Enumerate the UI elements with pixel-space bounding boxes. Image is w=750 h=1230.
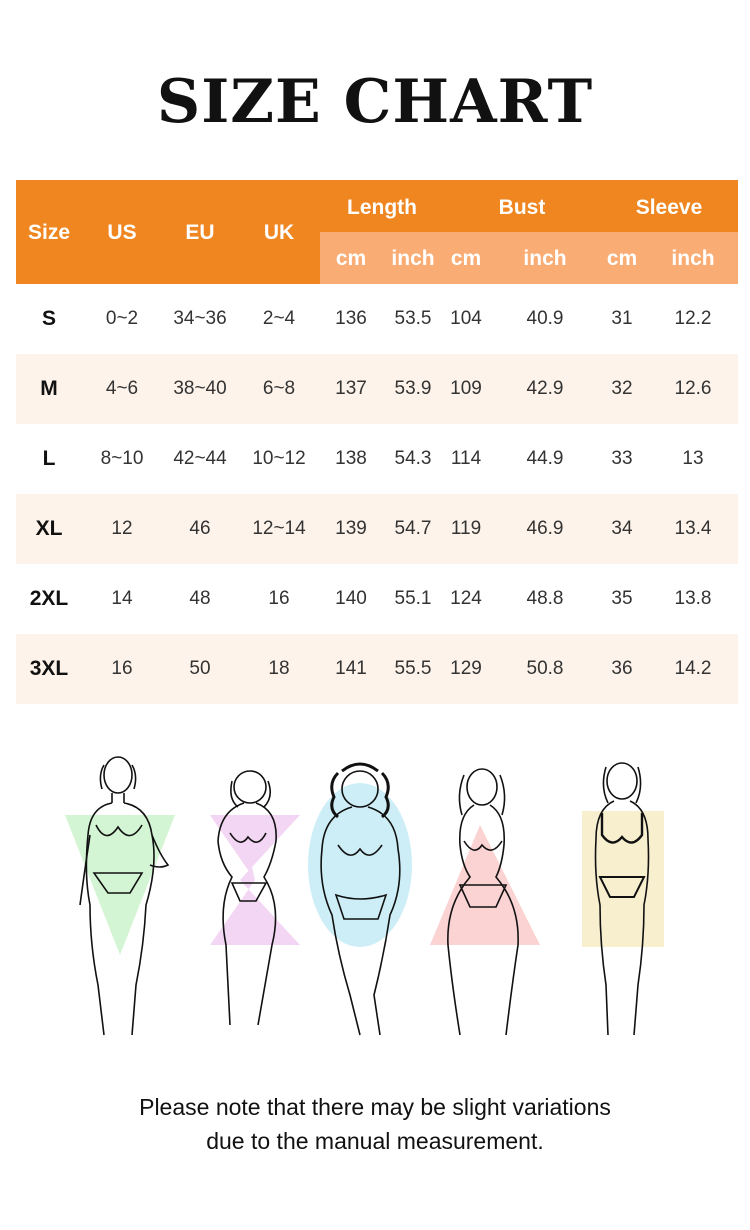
- cell-length-cm: 139: [335, 518, 367, 539]
- cell-bust-inch: 48.8: [526, 588, 564, 609]
- subheader-sleeve-cm: cm: [606, 247, 638, 270]
- cell-uk: 2~4: [262, 308, 296, 329]
- measurement-note: Please note that there may be slight var…: [0, 1090, 750, 1158]
- cell-sleeve-cm: 31: [611, 308, 633, 329]
- cell-sleeve-cm: 32: [611, 378, 633, 399]
- cell-length-inch: 53.5: [394, 308, 432, 329]
- cell-length-cm: 138: [335, 448, 367, 469]
- subheader-sleeve-inch: inch: [671, 247, 715, 270]
- subheader-length-cm: cm: [335, 247, 367, 270]
- header-length: Length: [347, 196, 417, 219]
- cell-bust-cm: 114: [450, 448, 482, 469]
- cell-eu: 46: [189, 518, 211, 539]
- cell-length-cm: 137: [335, 378, 367, 399]
- cell-us: 16: [111, 658, 133, 679]
- header-us: US: [107, 221, 137, 244]
- cell-bust-cm: 109: [450, 378, 482, 399]
- cell-bust-inch: 40.9: [526, 308, 564, 329]
- cell-length-inch: 54.7: [394, 518, 432, 539]
- cell-eu: 38~40: [173, 378, 227, 399]
- cell-bust-inch: 42.9: [526, 378, 564, 399]
- cell-eu: 42~44: [173, 448, 227, 469]
- note-line-2: due to the manual measurement.: [206, 1128, 544, 1154]
- o-shape-figure-icon: [308, 762, 412, 1036]
- cell-eu: 48: [189, 588, 211, 609]
- header-bust: Bust: [498, 196, 546, 219]
- cell-size: M: [40, 377, 58, 400]
- table-row: 3XL 16 50 18 141 55.5 129 50.8 36 14.2: [16, 634, 738, 704]
- subheader-bust-inch: inch: [523, 247, 567, 270]
- cell-uk: 6~8: [262, 378, 296, 399]
- cell-us: 14: [111, 588, 133, 609]
- cell-uk: 16: [268, 588, 290, 609]
- table-row: XL 12 46 12~14 139 54.7 119 46.9 34 13.4: [16, 494, 738, 564]
- cell-bust-cm: 104: [450, 308, 482, 329]
- cell-bust-cm: 119: [450, 518, 482, 539]
- cell-us: 0~2: [105, 308, 139, 329]
- cell-bust-inch: 46.9: [526, 518, 564, 539]
- x-shape-figure-icon: [210, 770, 300, 1026]
- header-eu: EU: [185, 221, 215, 244]
- cell-length-inch: 55.5: [394, 658, 432, 679]
- cell-eu: 34~36: [173, 308, 227, 329]
- cell-length-cm: 141: [335, 658, 367, 679]
- cell-size: S: [41, 307, 56, 330]
- cell-size: 3XL: [29, 657, 69, 680]
- header-uk: UK: [263, 221, 295, 244]
- cell-sleeve-cm: 33: [611, 448, 633, 469]
- table-subheader: [320, 232, 738, 284]
- header-sleeve: Sleeve: [635, 196, 703, 219]
- cell-length-inch: 55.1: [394, 588, 432, 609]
- cell-sleeve-cm: 35: [611, 588, 633, 609]
- cell-length-cm: 140: [335, 588, 367, 609]
- cell-uk: 10~12: [252, 448, 306, 469]
- table-row: M 4~6 38~40 6~8 137 53.9 109 42.9 32 12.6: [16, 354, 738, 424]
- cell-length-inch: 53.9: [394, 378, 432, 399]
- cell-sleeve-inch: 13.4: [674, 518, 712, 539]
- cell-us: 8~10: [100, 448, 144, 469]
- cell-uk: 12~14: [252, 518, 306, 539]
- body-shapes-illustration: [65, 756, 664, 1036]
- cell-size: L: [42, 447, 56, 470]
- note-line-1: Please note that there may be slight var…: [139, 1094, 611, 1120]
- cell-size: XL: [35, 517, 63, 540]
- table-row: 2XL 14 48 16 140 55.1 124 48.8 35 13.8: [16, 564, 738, 634]
- cell-sleeve-inch: 13.8: [674, 588, 712, 609]
- cell-bust-cm: 124: [450, 588, 482, 609]
- cell-sleeve-cm: 34: [611, 518, 633, 539]
- cell-sleeve-inch: 12.6: [674, 378, 712, 399]
- subheader-bust-cm: cm: [450, 247, 482, 270]
- a-shape-figure-icon: [430, 768, 540, 1036]
- table-row: L 8~10 42~44 10~12 138 54.3 114 44.9 33 13: [16, 424, 738, 494]
- cell-sleeve-inch: 12.2: [674, 308, 712, 329]
- cell-us: 12: [111, 518, 133, 539]
- cell-length-cm: 136: [335, 308, 367, 329]
- cell-sleeve-cm: 36: [611, 658, 633, 679]
- cell-bust-cm: 129: [450, 658, 482, 679]
- header-size: Size: [27, 221, 71, 244]
- cell-length-inch: 54.3: [394, 448, 432, 469]
- h-shape-figure-icon: [582, 762, 664, 1036]
- cell-bust-inch: 44.9: [526, 448, 564, 469]
- table-row: S 0~2 34~36 2~4 136 53.5 104 40.9 31 12.2: [16, 284, 738, 354]
- v-shape-figure-icon: [65, 756, 175, 1036]
- page-title: SIZE CHART: [156, 67, 594, 137]
- cell-sleeve-inch: 13: [682, 448, 704, 469]
- subheader-length-inch: inch: [391, 247, 435, 270]
- cell-uk: 18: [268, 658, 290, 679]
- cell-us: 4~6: [105, 378, 139, 399]
- cell-eu: 50: [189, 658, 211, 679]
- cell-bust-inch: 50.8: [526, 658, 564, 679]
- cell-size: 2XL: [29, 587, 69, 610]
- cell-sleeve-inch: 14.2: [674, 658, 712, 679]
